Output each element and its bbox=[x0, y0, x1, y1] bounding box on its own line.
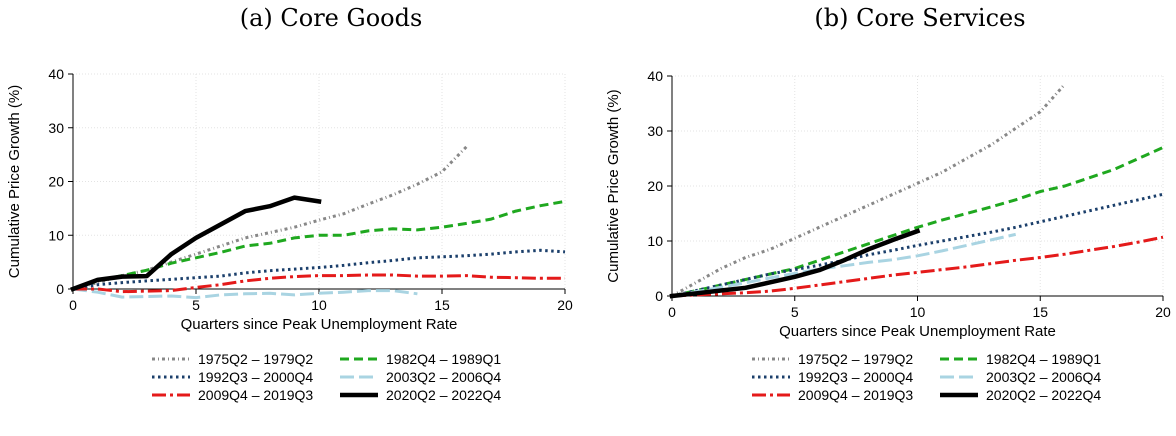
series-line-1982q4-1989q1 bbox=[671, 146, 1164, 298]
y-tick-label: 0 bbox=[655, 288, 663, 304]
y-axis-label: Cumulative Price Growth (%) bbox=[605, 89, 622, 282]
series-line-2003q2-2006q4 bbox=[72, 287, 418, 300]
series-line-2003q2-2006q4 bbox=[671, 232, 1017, 298]
y-tick-label: 30 bbox=[48, 120, 64, 136]
panel-title: (a) Core Goods bbox=[240, 4, 423, 32]
legend-label: 2020Q2 – 2022Q4 bbox=[986, 387, 1101, 403]
x-tick-label: 10 bbox=[311, 297, 327, 313]
legend-label: 1982Q4 – 1989Q1 bbox=[986, 351, 1101, 367]
y-tick-label: 0 bbox=[56, 281, 64, 297]
legend-label: 2009Q4 – 2019Q3 bbox=[798, 387, 913, 403]
x-tick-label: 0 bbox=[69, 297, 77, 313]
series-line-1992q3-2000q4 bbox=[72, 248, 566, 291]
legend-label: 2003Q2 – 2006Q4 bbox=[986, 369, 1101, 385]
x-tick-label: 5 bbox=[791, 304, 799, 320]
x-tick-label: 10 bbox=[910, 304, 926, 320]
series-line-1975q2-1979q2 bbox=[671, 83, 1066, 298]
y-tick-label: 10 bbox=[48, 227, 64, 243]
legend: 1975Q2 – 1979Q2 1982Q4 – 1989Q1 1992Q3 – 2… bbox=[152, 351, 501, 403]
panel-core-goods: (a) Core Goods 0 5 10 15 20 0 10 20 30 40 Quarters… bbox=[6, 4, 573, 403]
series-line-2009q4-2019q3 bbox=[671, 235, 1164, 298]
series-line-1975q2-1979q2 bbox=[72, 145, 468, 291]
y-tick-label: 30 bbox=[647, 123, 663, 139]
panel-core-services: (b) Core Services 0 5 10 15 20 0 10 20 30 40 Quart… bbox=[605, 4, 1171, 403]
series-line-2020q2-2022q4 bbox=[669, 228, 921, 299]
x-tick-label: 20 bbox=[557, 297, 573, 313]
x-tick-label: 15 bbox=[434, 297, 450, 313]
x-tick-label: 0 bbox=[668, 304, 676, 320]
legend-label: 1975Q2 – 1979Q2 bbox=[798, 351, 913, 367]
legend-label: 2003Q2 – 2006Q4 bbox=[386, 369, 501, 385]
y-tick-label: 10 bbox=[647, 233, 663, 249]
x-axis-label: Quarters since Peak Unemployment Rate bbox=[779, 323, 1056, 340]
legend-label: 1975Q2 – 1979Q2 bbox=[198, 351, 313, 367]
x-tick-label: 5 bbox=[192, 297, 200, 313]
legend-label: 1992Q3 – 2000Q4 bbox=[198, 369, 313, 385]
x-tick-label: 20 bbox=[1155, 304, 1171, 320]
y-axis-label: Cumulative Price Growth (%) bbox=[6, 85, 23, 278]
legend-label: 2020Q2 – 2022Q4 bbox=[386, 387, 501, 403]
legend: 1975Q2 – 1979Q2 1982Q4 – 1989Q1 1992Q3 – 2… bbox=[752, 351, 1101, 403]
x-axis-label: Quarters since Peak Unemployment Rate bbox=[181, 316, 458, 333]
x-tick-label: 15 bbox=[1032, 304, 1048, 320]
y-tick-label: 40 bbox=[647, 68, 663, 84]
y-tick-label: 40 bbox=[48, 66, 64, 82]
panel-title: (b) Core Services bbox=[814, 4, 1025, 32]
y-tick-label: 20 bbox=[647, 178, 663, 194]
legend-label: 1992Q3 – 2000Q4 bbox=[798, 369, 913, 385]
series-line-2020q2-2022q4 bbox=[70, 195, 322, 292]
legend-label: 2009Q4 – 2019Q3 bbox=[198, 387, 313, 403]
y-tick-label: 20 bbox=[48, 174, 64, 190]
series-line-2009q4-2019q3 bbox=[73, 273, 565, 294]
legend-label: 1982Q4 – 1989Q1 bbox=[386, 351, 501, 367]
